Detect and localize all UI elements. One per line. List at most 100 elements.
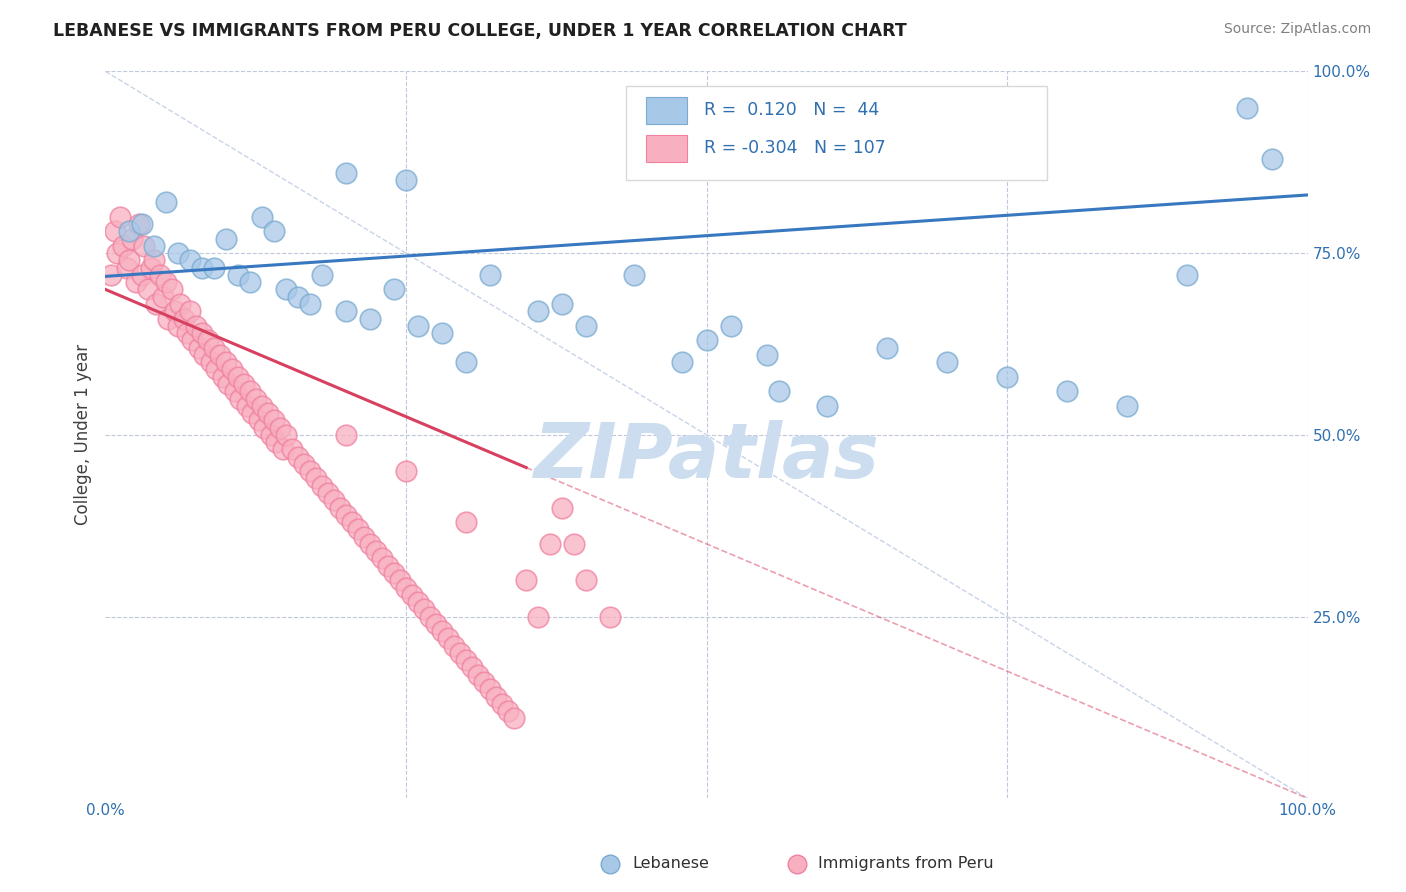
FancyBboxPatch shape (626, 86, 1046, 180)
Point (995, 369, 1018, 384)
Point (197, 334, 219, 348)
Point (298, 297, 321, 311)
Point (298, 464, 321, 478)
Point (260, 428, 283, 442)
Point (551, 297, 574, 311)
Point (104, 224, 127, 238)
Point (250, 210, 273, 224)
Point (145, 297, 167, 311)
Point (136, 283, 159, 297)
Point (281, 442, 304, 457)
Text: Immigrants from Peru: Immigrants from Peru (818, 856, 994, 871)
Point (425, 616, 447, 631)
Point (786, 856, 808, 871)
Text: ZIPatlas: ZIPatlas (533, 419, 880, 493)
Point (214, 231, 236, 245)
Point (599, 609, 621, 624)
Point (131, 268, 153, 282)
Point (335, 304, 357, 318)
Point (156, 311, 179, 326)
Point (240, 406, 263, 420)
Point (142, 253, 165, 268)
Point (253, 420, 276, 434)
Point (430, 624, 453, 639)
Point (179, 304, 201, 318)
Point (108, 210, 131, 224)
Point (226, 268, 249, 282)
Point (491, 697, 513, 711)
Point (305, 471, 328, 485)
Point (269, 420, 291, 434)
Point (160, 283, 183, 297)
Point (395, 173, 418, 187)
Point (221, 362, 243, 376)
Point (166, 318, 188, 333)
Point (311, 268, 333, 282)
Point (395, 581, 418, 595)
Point (382, 566, 405, 580)
Point (316, 486, 339, 500)
Point (395, 464, 418, 478)
Point (443, 639, 465, 653)
Point (340, 515, 363, 529)
Point (115, 260, 138, 275)
Point (329, 500, 352, 515)
Point (1236, 101, 1258, 115)
Point (202, 260, 225, 275)
Text: Source: ZipAtlas.com: Source: ZipAtlas.com (1223, 22, 1371, 37)
Point (232, 376, 254, 391)
Point (479, 682, 502, 697)
Point (449, 646, 471, 660)
Point (264, 435, 287, 450)
Point (239, 384, 262, 399)
Point (479, 268, 502, 282)
Point (173, 311, 195, 326)
Point (503, 711, 526, 725)
Point (1260, 152, 1282, 166)
Point (419, 609, 441, 624)
Point (1177, 268, 1199, 282)
Point (193, 348, 215, 362)
Point (413, 602, 436, 616)
Point (263, 413, 285, 427)
Point (720, 318, 742, 333)
Point (538, 537, 561, 551)
Point (190, 326, 212, 340)
Point (263, 224, 285, 238)
Point (148, 268, 170, 282)
Point (208, 348, 231, 362)
Point (406, 318, 429, 333)
Point (359, 311, 381, 326)
Point (485, 690, 508, 704)
Point (121, 231, 143, 245)
Point (152, 290, 174, 304)
Text: LEBANESE VS IMMIGRANTS FROM PERU COLLEGE, UNDER 1 YEAR CORRELATION CHART: LEBANESE VS IMMIGRANTS FROM PERU COLLEGE… (53, 22, 907, 40)
Point (322, 493, 344, 508)
Point (359, 537, 381, 551)
Text: R = -0.304   N = 107: R = -0.304 N = 107 (704, 138, 886, 157)
Point (1116, 399, 1139, 413)
Point (353, 530, 375, 544)
Point (936, 355, 959, 369)
Point (292, 457, 315, 471)
Point (200, 355, 222, 369)
Point (467, 667, 489, 681)
Point (169, 297, 191, 311)
Point (515, 574, 537, 588)
Point (118, 224, 141, 238)
Point (599, 856, 621, 871)
Point (461, 660, 484, 674)
Point (100, 268, 122, 282)
Point (876, 341, 898, 355)
Y-axis label: College, Under 1 year: College, Under 1 year (73, 344, 91, 525)
Point (273, 442, 295, 457)
Point (430, 326, 453, 340)
Point (139, 260, 162, 275)
Point (755, 348, 778, 362)
Point (250, 399, 273, 413)
Point (527, 304, 550, 318)
Point (335, 508, 357, 522)
Point (388, 574, 411, 588)
Point (184, 318, 207, 333)
Point (437, 632, 460, 646)
